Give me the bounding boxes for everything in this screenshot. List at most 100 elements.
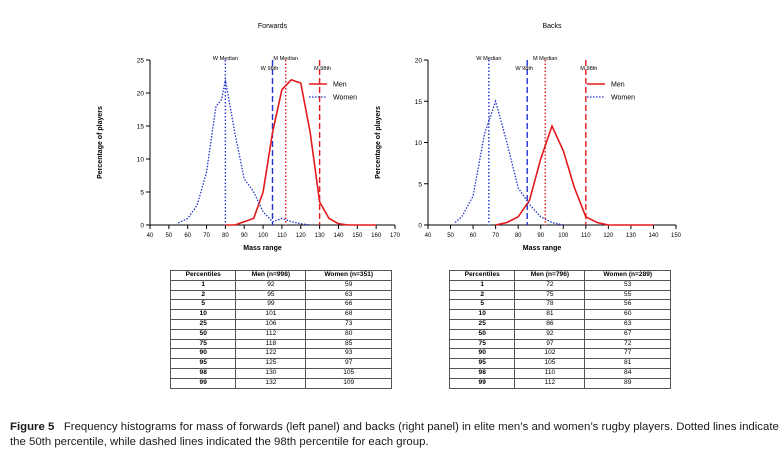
x-tick-label: 160 [371, 233, 382, 239]
x-axis-label: Mass range [523, 245, 562, 252]
caption-text: Frequency histograms for mass of forward… [10, 421, 779, 448]
x-tick-label: 100 [258, 233, 269, 239]
y-tick-label: 20 [415, 58, 423, 65]
table-row: 99 132 109 [169, 377, 392, 389]
men-cell: 92 [235, 279, 307, 291]
women-cell: 97 [305, 358, 392, 369]
reference-line-label: M Median [533, 56, 558, 62]
x-tick-label: 140 [648, 233, 659, 239]
percentile-cell: 98 [169, 367, 237, 379]
legend-label: Men [333, 82, 347, 89]
reference-line-label: W 98th [261, 66, 279, 72]
y-tick-label: 5 [418, 181, 422, 188]
x-tick-label: 40 [425, 233, 432, 239]
women-cell: 109 [305, 377, 392, 389]
caption-label: Figure 5 [10, 421, 55, 433]
x-tick-label: 40 [147, 233, 154, 239]
x-tick-label: 130 [315, 233, 326, 239]
x-tick-label: 100 [558, 233, 569, 239]
table-row: 90 122 93 [169, 348, 392, 360]
backs-chart: Backs 0 5 10 15 20 40 50 60 70 80 90 100 110 120 130 140… [375, 23, 682, 252]
table-row: 90 102 77 [448, 348, 671, 360]
x-tick-label: 50 [447, 233, 454, 239]
women-cell: 81 [584, 358, 671, 369]
men-cell: 122 [235, 348, 307, 360]
table-row: 5 99 66 [169, 299, 392, 311]
header-percentiles: Percentiles [448, 270, 516, 281]
percentile-cell: 5 [448, 299, 516, 311]
men-cell: 92 [514, 328, 586, 340]
men-cell: 86 [514, 318, 586, 330]
x-tick-label: 140 [333, 233, 344, 239]
table-row: 50 112 80 [169, 328, 392, 340]
x-tick-label: 150 [671, 233, 682, 239]
percentile-cell: 75 [448, 338, 516, 350]
y-tick-label: 20 [137, 91, 145, 98]
percentile-cell: 99 [169, 377, 237, 389]
women-cell: 73 [305, 318, 392, 330]
x-axis-label: Mass range [243, 245, 282, 252]
women-cell: 66 [305, 299, 392, 311]
y-axis-label: Percentage of players [375, 106, 382, 179]
chart-title: Backs [542, 23, 562, 30]
legend-label: Women [333, 95, 357, 102]
men-cell: 110 [514, 367, 586, 379]
x-tick-label: 120 [603, 233, 614, 239]
table-header-row: Percentiles Men (n=796) Women (n=289) [448, 270, 671, 281]
percentile-cell: 90 [448, 348, 516, 360]
x-tick-label: 130 [626, 233, 637, 239]
table-row: 99 112 89 [448, 377, 671, 389]
x-tick-label: 60 [184, 233, 191, 239]
percentile-cell: 2 [169, 289, 237, 301]
figure-caption: Figure 5 Frequency histograms for mass o… [10, 420, 780, 450]
percentile-cell: 10 [169, 309, 237, 320]
women-cell: 53 [584, 279, 671, 291]
percentile-cell: 50 [448, 328, 516, 340]
women-cell: 93 [305, 348, 392, 360]
table-row: 2 75 55 [448, 289, 671, 301]
x-tick-label: 90 [241, 233, 248, 239]
reference-line-label: W Median [213, 56, 238, 62]
women-cell: 63 [584, 318, 671, 330]
women-cell: 85 [305, 338, 392, 350]
table-row: 1 92 59 [169, 279, 392, 291]
reference-line-label: W 98th [515, 66, 533, 72]
percentile-cell: 1 [169, 279, 237, 291]
men-cell: 130 [235, 367, 307, 379]
men-cell: 132 [235, 377, 307, 389]
header-percentiles: Percentiles [169, 270, 237, 281]
women-series-line [454, 99, 564, 226]
men-cell: 118 [235, 338, 307, 350]
header-women: Women (n=351) [305, 270, 392, 281]
percentile-cell: 1 [448, 279, 516, 291]
percentile-cell: 95 [448, 358, 516, 369]
percentile-cell: 50 [169, 328, 237, 340]
legend-label: Men [611, 82, 625, 89]
percentile-cell: 25 [169, 318, 237, 330]
legend-label: Women [611, 95, 635, 102]
header-men: Men (n=998) [235, 270, 307, 281]
men-cell: 106 [235, 318, 307, 330]
men-cell: 95 [235, 289, 307, 301]
women-cell: 68 [305, 309, 392, 320]
reference-line-label: W Median [476, 56, 501, 62]
men-cell: 75 [514, 289, 586, 301]
x-tick-label: 80 [515, 233, 522, 239]
men-cell: 99 [235, 299, 307, 311]
table-row: 25 86 63 [448, 318, 671, 330]
women-cell: 89 [584, 377, 671, 389]
women-cell: 77 [584, 348, 671, 360]
women-cell: 60 [584, 309, 671, 320]
men-cell: 112 [235, 328, 307, 340]
table-row: 10 81 60 [448, 309, 671, 320]
x-tick-label: 150 [352, 233, 363, 239]
table-row: 1 72 53 [448, 279, 671, 291]
percentile-cell: 95 [169, 358, 237, 369]
percentile-cell: 10 [448, 309, 516, 320]
table-row: 25 106 73 [169, 318, 392, 330]
table-row: 2 95 63 [169, 289, 392, 301]
men-cell: 101 [235, 309, 307, 320]
men-cell: 81 [514, 309, 586, 320]
